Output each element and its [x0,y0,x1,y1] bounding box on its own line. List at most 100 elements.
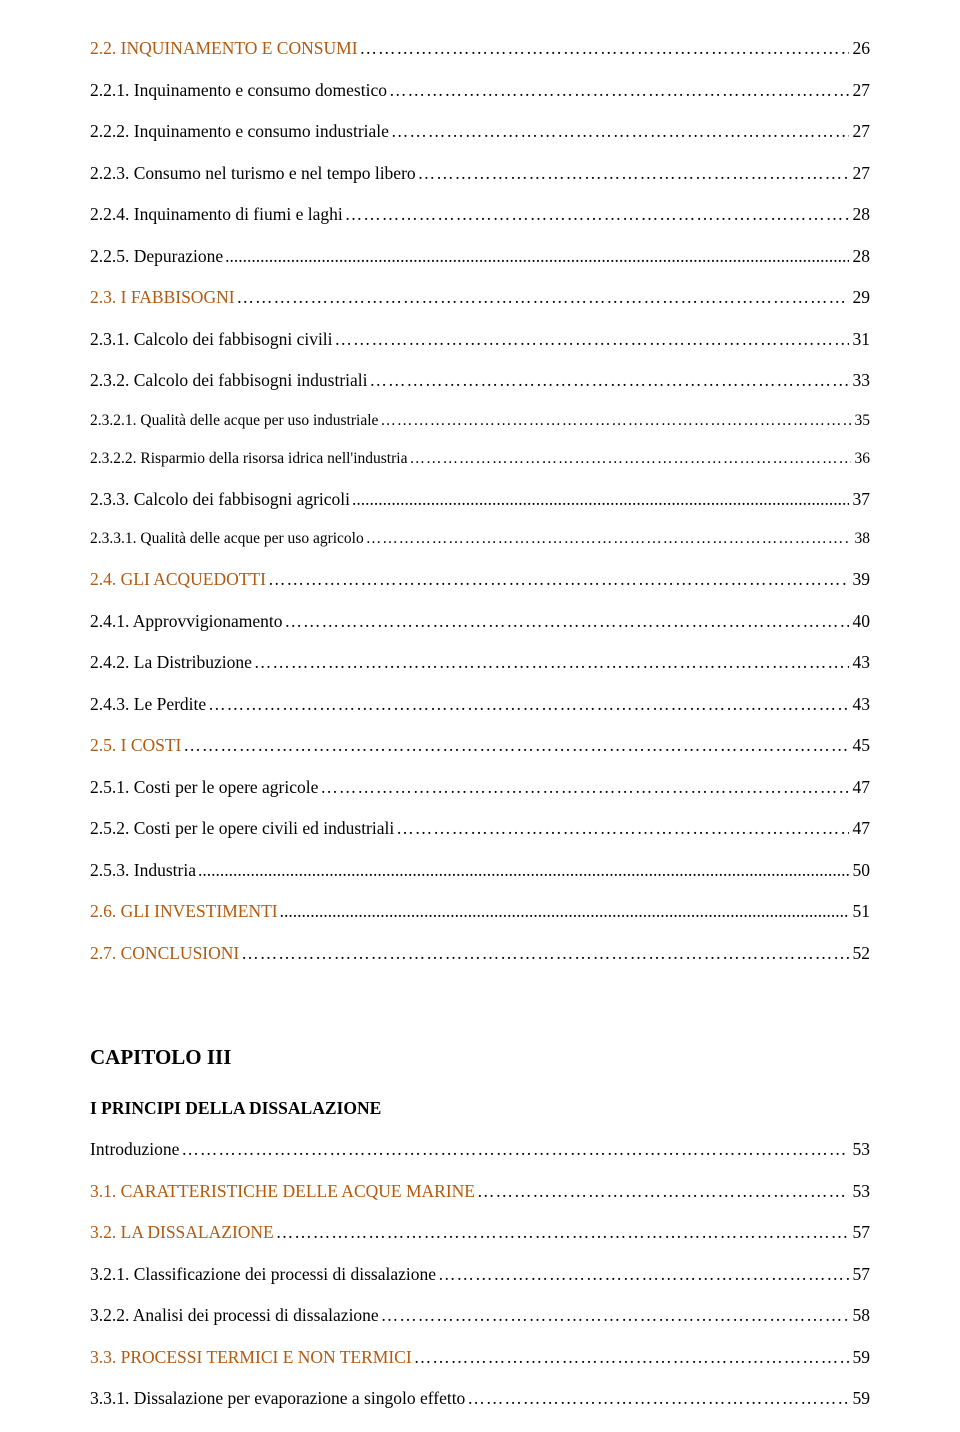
toc-entry-label: 2.2.4. Inquinamento di fiumi e laghi [90,202,343,227]
toc-entry-page: 47 [849,816,871,841]
toc-entry: 2.3.3. Calcolo dei fabbisogni agricoli 37 [90,487,870,512]
toc-leader [181,733,848,758]
toc-entry-label: 3.3. PROCESSI TERMICI E NON TERMICI [90,1345,412,1370]
toc-entry-label: 2.7. CONCLUSIONI [90,941,239,966]
toc-entry-label: 3.2.2. Analisi dei processi di dissalazi… [90,1303,379,1328]
toc-entry-label: 2.2.5. Depurazione [90,244,223,269]
toc-entry: 2.2.1. Inquinamento e consumo domestico2… [90,78,870,103]
toc-leader [394,816,848,841]
toc-entry-page: 50 [849,858,871,883]
toc-entry: 2.3.2. Calcolo dei fabbisogni industrial… [90,368,870,393]
toc-entry: 2.4.3. Le Perdite43 [90,692,870,717]
toc-entry: 3.2. LA DISSALAZIONE57 [90,1220,870,1245]
toc-leader [368,368,849,393]
toc-leader [407,448,850,470]
toc-leader [333,327,849,352]
chapter-subtitle: I PRINCIPI DELLA DISSALAZIONE [90,1098,870,1119]
toc-entry-label: 2.3.2.2. Risparmio della risorsa idrica … [90,448,407,470]
toc-entry: 2.3.3.1. Qualità delle acque per uso agr… [90,528,870,550]
toc-entry-page: 59 [849,1386,871,1411]
toc-leader [364,528,851,550]
toc-entry-page: 31 [849,327,871,352]
toc-entry-label: 2.3. I FABBISOGNI [90,285,235,310]
toc-entry-label: 2.4.1. Approvvigionamento [90,609,282,634]
toc-entry: 2.2. INQUINAMENTO E CONSUMI 26 [90,36,870,61]
toc-entry-page: 38 [851,528,871,550]
toc-entry-label: 3.2.1. Classificazione dei processi di d… [90,1262,436,1287]
toc-entry: 3.2.2. Analisi dei processi di dissalazi… [90,1303,870,1328]
toc-entry: 2.6. GLI INVESTIMENTI51 [90,899,870,924]
toc-entry-page: 52 [849,941,871,966]
toc-entry-page: 59 [849,1345,871,1370]
toc-entry-label: 2.5.2. Costi per le opere civili ed indu… [90,816,394,841]
chapter-toc-list: Introduzione533.1. CARATTERISTICHE DELLE… [90,1137,870,1411]
toc-leader [252,650,849,675]
toc-entry: 2.5. I COSTI 45 [90,733,870,758]
toc-leader [343,202,849,227]
toc-entry-page: 29 [849,285,871,310]
toc-entry: 2.2.4. Inquinamento di fiumi e laghi28 [90,202,870,227]
toc-entry-label: 2.2.3. Consumo nel turismo e nel tempo l… [90,161,416,186]
toc-entry-page: 27 [849,119,871,144]
toc-entry-page: 53 [849,1137,871,1162]
toc-entry-label: 2.5. I COSTI [90,733,181,758]
toc-leader [358,36,849,61]
toc-entry-page: 58 [849,1303,871,1328]
toc-entry-page: 28 [849,244,871,269]
toc-entry-label: 2.3.2. Calcolo dei fabbisogni industrial… [90,368,368,393]
toc-entry: 3.2.1. Classificazione dei processi di d… [90,1262,870,1287]
toc-leader [436,1262,848,1287]
toc-entry-page: 37 [849,487,871,512]
toc-entry-label: Introduzione [90,1137,179,1162]
chapter-title: CAPITOLO III [90,1045,870,1070]
toc-entry-page: 39 [849,567,871,592]
toc-entry-page: 51 [849,899,871,924]
toc-entry-page: 43 [849,650,871,675]
toc-leader [196,858,849,883]
toc-entry-label: 2.4.2. La Distribuzione [90,650,252,675]
toc-leader [350,487,848,512]
toc-list: 2.2. INQUINAMENTO E CONSUMI 26 2.2.1. Inqu… [90,36,870,965]
toc-entry-label: 2.5.1. Costi per le opere agricole [90,775,318,800]
toc-entry-label: 3.2. LA DISSALAZIONE [90,1220,274,1245]
toc-leader [318,775,848,800]
toc-entry-label: 2.3.3.1. Qualità delle acque per uso agr… [90,528,364,550]
toc-leader [379,1303,849,1328]
toc-entry: 2.4. GLI ACQUEDOTTI 39 [90,567,870,592]
toc-entry: 2.2.5. Depurazione 28 [90,244,870,269]
toc-entry-label: 2.2.1. Inquinamento e consumo domestico [90,78,387,103]
toc-entry-label: 2.3.2.1. Qualità delle acque per uso ind… [90,410,378,432]
toc-entry-label: 2.4. GLI ACQUEDOTTI [90,567,266,592]
toc-leader [179,1137,848,1162]
toc-entry: 2.4.1. Approvvigionamento 40 [90,609,870,634]
toc-entry: 2.3.1. Calcolo dei fabbisogni civili 31 [90,327,870,352]
toc-leader [389,119,849,144]
toc-entry-page: 40 [849,609,871,634]
toc-entry-label: 2.3.3. Calcolo dei fabbisogni agricoli [90,487,350,512]
toc-entry-label: 2.3.1. Calcolo dei fabbisogni civili [90,327,333,352]
toc-entry-page: 47 [849,775,871,800]
toc-entry-label: 2.2. INQUINAMENTO E CONSUMI [90,36,358,61]
toc-entry-label: 2.5.3. Industria [90,858,196,883]
toc-entry-label: 2.2.2. Inquinamento e consumo industrial… [90,119,389,144]
toc-leader [378,410,850,432]
toc-entry: 2.7. CONCLUSIONI 52 [90,941,870,966]
toc-entry: 2.3. I FABBISOGNI 29 [90,285,870,310]
toc-leader [278,899,849,924]
toc-leader [239,941,848,966]
toc-entry-page: 45 [849,733,871,758]
toc-entry: 3.3.1. Dissalazione per evaporazione a s… [90,1386,870,1411]
toc-entry: 3.3. PROCESSI TERMICI E NON TERMICI 59 [90,1345,870,1370]
toc-leader [266,567,849,592]
toc-entry: 2.5.2. Costi per le opere civili ed indu… [90,816,870,841]
toc-entry: Introduzione 53 [90,1137,870,1162]
toc-entry-page: 57 [849,1262,871,1287]
toc-entry: 2.2.2. Inquinamento e consumo industrial… [90,119,870,144]
toc-entry: 2.5.1. Costi per le opere agricole 47 [90,775,870,800]
toc-entry: 2.4.2. La Distribuzione 43 [90,650,870,675]
toc-leader [387,78,849,103]
toc-leader [416,161,849,186]
toc-entry-page: 26 [849,36,871,61]
toc-entry: 2.2.3. Consumo nel turismo e nel tempo l… [90,161,870,186]
toc-leader [282,609,848,634]
